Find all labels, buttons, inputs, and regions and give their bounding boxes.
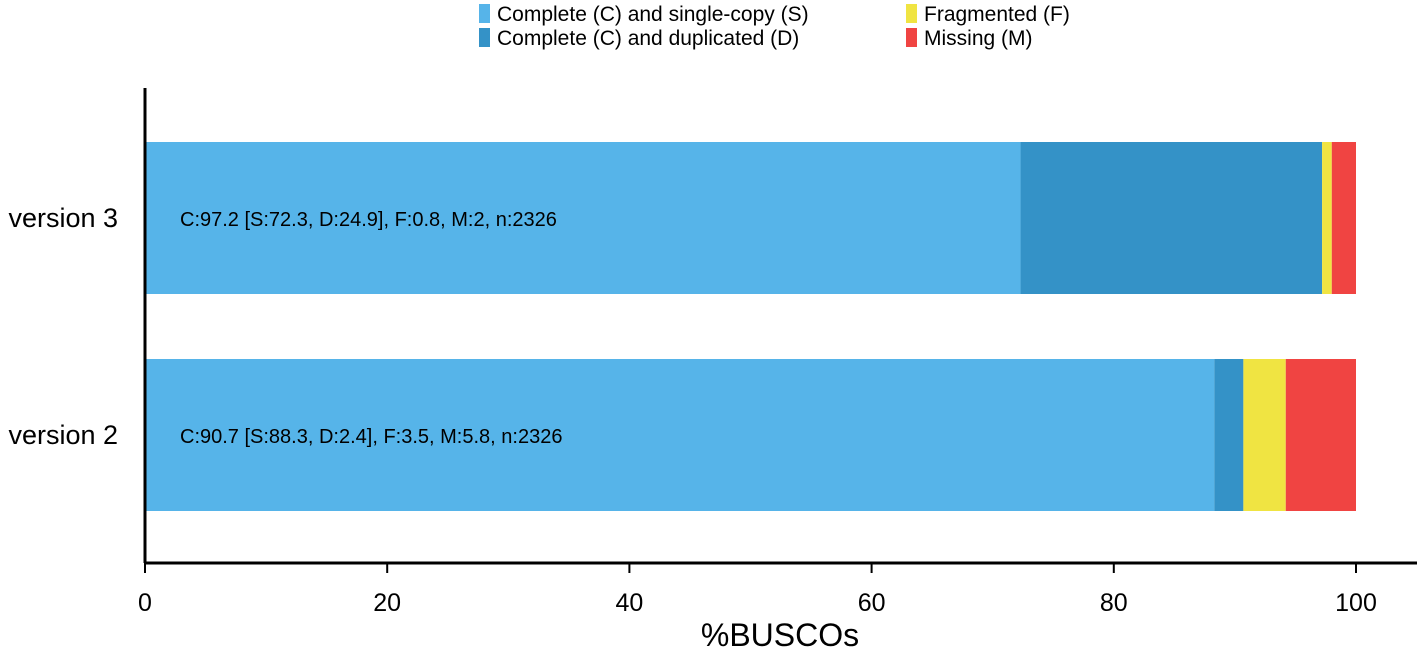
bar-segment-version-3-1 (1020, 142, 1323, 294)
bar-segment-version-2-3 (1285, 359, 1356, 511)
legend-swatch-missing (906, 28, 917, 47)
bar-segment-version-3-2 (1322, 142, 1332, 294)
bar-annotation-version-2: C:90.7 [S:88.3, D:2.4], F:3.5, M:5.8, n:… (180, 426, 562, 448)
legend-label-duplicated: Complete (C) and duplicated (D) (497, 27, 800, 50)
x-axis-label: %BUSCOs (701, 617, 859, 649)
legend-label-single-copy: Complete (C) and single-copy (S) (497, 3, 809, 26)
x-tick-label-80: 80 (1100, 589, 1128, 617)
bar-segment-version-3-0 (145, 142, 1021, 294)
category-label-version-3: version 3 (8, 203, 118, 233)
x-tick-label-100: 100 (1335, 589, 1377, 617)
x-tick-label-20: 20 (373, 589, 401, 617)
legend-swatch-fragmented (906, 4, 917, 23)
x-tick-label-40: 40 (615, 589, 643, 617)
legend-swatch-duplicated (479, 28, 490, 47)
category-label-version-2: version 2 (8, 420, 118, 450)
bar-segment-version-2-0 (145, 359, 1215, 511)
bar-annotation-version-3: C:97.2 [S:72.3, D:24.9], F:0.8, M:2, n:2… (180, 209, 557, 231)
bar-segment-version-2-2 (1243, 359, 1286, 511)
bar-segment-version-3-3 (1331, 142, 1356, 294)
legend-label-fragmented: Fragmented (F) (924, 3, 1070, 26)
x-tick-label-0: 0 (138, 589, 152, 617)
legend-swatch-single-copy (479, 4, 490, 23)
bar-segment-version-2-1 (1214, 359, 1244, 511)
legend-label-missing: Missing (M) (924, 27, 1033, 50)
x-tick-label-60: 60 (858, 589, 886, 617)
